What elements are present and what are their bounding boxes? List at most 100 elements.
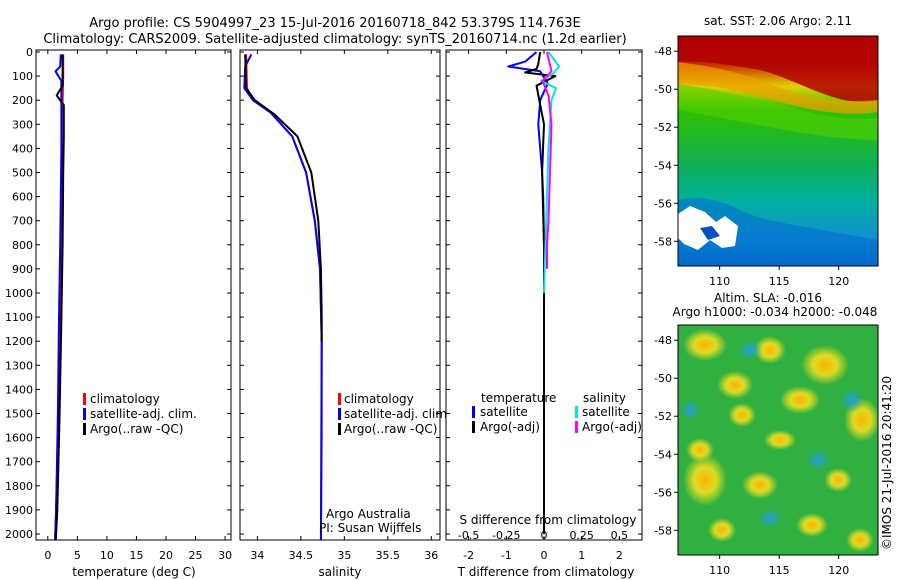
depth-tick-label: 600: [12, 191, 33, 204]
sst-map-title: sat. SST: 2.06 Argo: 2.11: [704, 14, 852, 28]
x-tick-label: 30: [218, 549, 232, 562]
series-line-argo-raw-qc-: [54, 54, 65, 540]
temperature-axis-label: temperature (deg C): [72, 565, 195, 579]
lat-tick-label: -54: [654, 159, 672, 172]
x-tick-label: 0: [541, 549, 548, 562]
legend-s-satellite-swatch: [575, 406, 578, 418]
depth-tick-label: 300: [12, 118, 33, 131]
x-tick-label: 15: [129, 549, 143, 562]
legend-salinity-title: salinity: [583, 391, 626, 405]
legend-satellite-label: satellite-adj. clim.: [344, 407, 451, 421]
lat-tick-label: -58: [654, 524, 672, 537]
lon-tick-label: 120: [828, 275, 849, 288]
legend-s-argo-label: Argo(-adj): [582, 420, 642, 434]
depth-tick-label: 1900: [5, 504, 33, 517]
legend-argo-label: Argo(..raw -QC): [90, 422, 183, 436]
salinity-series: [243, 53, 323, 540]
temperature-series: [54, 54, 65, 540]
s-tick-label: -0.5: [458, 529, 479, 542]
legend-t-satellite-swatch: [472, 406, 475, 418]
legend-satellite-label: satellite-adj. clim.: [90, 407, 197, 421]
legend-argo-swatch: [83, 423, 86, 435]
t-difference-axis: -2 -1 0 1 2: [463, 50, 623, 562]
figure-title: Argo profile: CS 5904997_23 15-Jul-2016 …: [89, 16, 580, 31]
legend-s-argo-swatch: [575, 421, 578, 433]
figure-subtitle: Climatology: CARS2009. Satellite-adjuste…: [43, 32, 626, 47]
lat-tick-label: -56: [654, 197, 672, 210]
lat-tick-label: -50: [654, 372, 672, 385]
lon-tick-label: 120: [828, 564, 849, 577]
sla-map-title: Altim. SLA: -0.016: [714, 291, 822, 305]
depth-tick-label: 800: [12, 239, 33, 252]
depth-tick-label: 100: [12, 70, 33, 83]
t-difference-label: T difference from climatology: [457, 565, 635, 579]
salinity-plot-frame: [239, 49, 441, 541]
depth-tick-label: 700: [12, 215, 33, 228]
x-tick-label: 10: [100, 549, 114, 562]
s-tick-label: 0.5: [611, 529, 629, 542]
s-tick-label: 0: [541, 529, 548, 542]
sla-map: Altim. SLA: -0.016 Argo h1000: -0.034 h2…: [654, 291, 880, 577]
legend-temperature-title: temperature: [481, 391, 556, 405]
x-tick-label: 2: [616, 549, 623, 562]
x-tick-label: 0: [44, 549, 51, 562]
depth-tick-label: 1300: [5, 359, 33, 372]
sla-map-subtitle: Argo h1000: -0.034 h2000: -0.048: [673, 305, 878, 319]
legend-argo-label: Argo(..raw -QC): [344, 422, 437, 436]
depth-tick-label: 200: [12, 94, 33, 107]
depth-tick-label: 1200: [5, 335, 33, 348]
difference-legend: temperature satellite Argo(-adj) salinit…: [472, 391, 642, 434]
temperature-plot-frame: [35, 49, 232, 541]
legend-argo-swatch: [338, 423, 341, 435]
legend-climatology-swatch: [83, 393, 86, 405]
lon-tick-label: 115: [769, 275, 790, 288]
series-line-argo-adj-: [541, 51, 553, 269]
lat-tick-label: -54: [654, 448, 672, 461]
sla-texture: [680, 329, 880, 552]
copyright-stamp: ©IMOS 21-Jul-2016 20:41:20: [880, 376, 894, 550]
temperature-legend: climatology satellite-adj. clim. Argo(..…: [83, 392, 197, 436]
salinity-axis-label: salinity: [318, 565, 361, 579]
salinity-axis: 34 34.5 35 35.5 36: [250, 50, 438, 562]
x-tick-label: 20: [159, 549, 173, 562]
lat-tick-label: -50: [654, 83, 672, 96]
x-tick-label: 25: [189, 549, 203, 562]
sst-map-lat-axis: -48 -50 -52 -54 -56 -58: [654, 45, 678, 248]
float-owner: Argo Australia: [326, 507, 411, 521]
x-tick-label: -2: [463, 549, 474, 562]
salinity-depth-ticks: [240, 51, 440, 535]
x-tick-label: -1: [501, 549, 512, 562]
sst-map-lon-axis: 110 115 120: [709, 266, 849, 288]
x-tick-label: 1: [578, 549, 585, 562]
depth-tick-label: 1000: [5, 287, 33, 300]
legend-climatology-swatch: [338, 393, 341, 405]
difference-series: [507, 51, 561, 534]
s-tick-label: -0.25: [492, 529, 520, 542]
sst-texture: [678, 36, 878, 266]
temperature-panel: 0100200300400500600700800900100011001200…: [5, 46, 232, 579]
float-pi: PI: Susan Wijffels: [319, 521, 421, 535]
s-difference-axis: -0.5 -0.25 0 0.25 0.5: [458, 529, 628, 542]
x-tick-label: 35.5: [376, 549, 401, 562]
series-line-satellite-adj-clim-: [54, 54, 63, 540]
lon-tick-label: 110: [709, 564, 730, 577]
lon-tick-label: 115: [769, 564, 790, 577]
lat-tick-label: -58: [654, 235, 672, 248]
s-tick-label: 0.25: [569, 529, 594, 542]
series-line-satellite: [540, 51, 561, 294]
legend-s-satellite-label: satellite: [582, 405, 630, 419]
difference-depth-ticks: [446, 51, 642, 535]
sla-map-lat-axis: -48 -50 -52 -54 -56 -58: [654, 334, 678, 537]
lat-tick-label: -48: [654, 334, 672, 347]
temperature-axis: 0 5 10 15 20 25 30: [44, 50, 232, 562]
depth-tick-label: 2000: [5, 528, 33, 541]
legend-climatology-label: climatology: [344, 392, 414, 406]
lat-tick-label: -52: [654, 121, 672, 134]
sst-map-frame: [677, 35, 879, 267]
legend-climatology-label: climatology: [90, 392, 160, 406]
legend-t-argo-swatch: [472, 421, 475, 433]
depth-tick-label: 1100: [5, 311, 33, 324]
depth-tick-label: 0: [26, 46, 33, 59]
depth-tick-label: 1600: [5, 432, 33, 445]
legend-t-satellite-label: satellite: [480, 405, 528, 419]
